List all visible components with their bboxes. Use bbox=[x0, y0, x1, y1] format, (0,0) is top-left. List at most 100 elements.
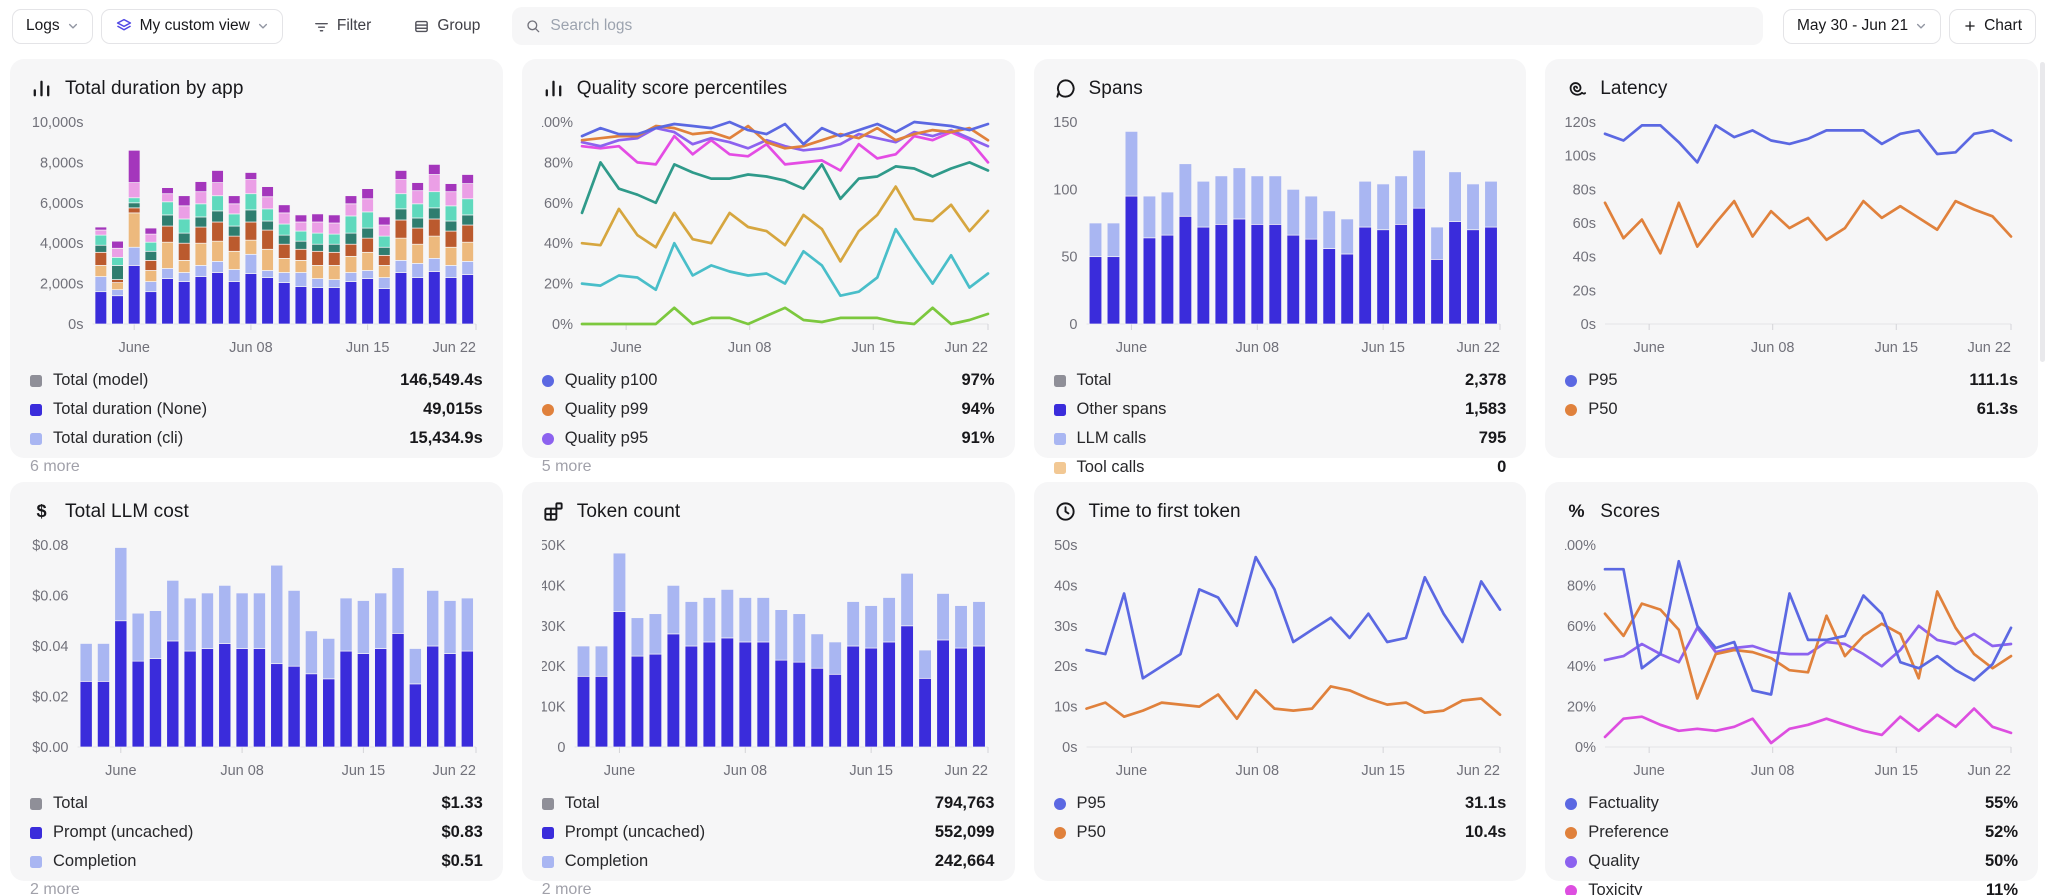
legend-more-link[interactable]: 2 more bbox=[541, 881, 592, 895]
chart-area: 0% 20% 40% 60% 80% 100% June Jun 08 Jun 15 Jun 22 bbox=[1565, 529, 2018, 783]
legend-row[interactable]: Toxicity 11% bbox=[1565, 876, 2018, 895]
chart-canvas[interactable]: $0.00 $0.02 $0.04 $0.06 $0.08 June Jun 08 Jun 1… bbox=[30, 529, 482, 783]
chart-area: 0s 10s 20s 30s 40s 50s June Jun 08 Jun 15 Jun 22 bbox=[1054, 529, 1507, 783]
chart-canvas[interactable]: 0 50 100 150 June Jun 08 Jun 15 Jun 22 bbox=[1054, 106, 1506, 360]
legend-row[interactable]: LLM calls 795 bbox=[1053, 424, 1506, 453]
card-header: Quality score percentiles bbox=[542, 77, 995, 100]
svg-text:40%: 40% bbox=[1567, 659, 1596, 675]
legend-label: Quality p99 bbox=[564, 400, 649, 418]
legend-row[interactable]: Preference 52% bbox=[1565, 818, 2018, 847]
legend-row[interactable]: Completion $0.51 bbox=[30, 847, 483, 876]
legend-row[interactable]: Other spans 1,583 bbox=[1053, 395, 1507, 424]
group-button[interactable]: Group bbox=[403, 9, 490, 44]
legend-label: Total (model) bbox=[53, 371, 149, 389]
clock-icon bbox=[1054, 500, 1077, 523]
chart-area: 0% 20% 40% 60% 80% 100% June Jun 08 Jun 15 Jun 22 bbox=[542, 106, 995, 360]
svg-text:$: $ bbox=[36, 501, 46, 521]
legend-value: 1,583 bbox=[1464, 400, 1507, 418]
svg-text:0s: 0s bbox=[68, 317, 83, 333]
svg-text:June: June bbox=[603, 763, 634, 779]
svg-text:June: June bbox=[1115, 763, 1146, 779]
legend-value: 242,664 bbox=[934, 852, 995, 870]
svg-text:Jun 22: Jun 22 bbox=[432, 340, 476, 356]
view-selector-button[interactable]: My custom view bbox=[100, 8, 283, 44]
svg-text:June: June bbox=[610, 340, 641, 356]
legend-value: 146,549.4s bbox=[400, 371, 483, 389]
chart-canvas[interactable]: 0s 20s 40s 60s 80s 100s 120s June Jun 08 Jun 15 Ju… bbox=[1565, 106, 2017, 360]
legend-value: 91% bbox=[961, 429, 995, 447]
legend-row[interactable]: P50 10.4s bbox=[1053, 818, 1507, 847]
legend-square-marker bbox=[30, 374, 42, 387]
legend-row[interactable]: Tool calls 0 bbox=[1053, 453, 1507, 482]
svg-text:%: % bbox=[1569, 501, 1585, 521]
chart-canvas[interactable]: 0 10K 20K 30K 40K 50K June Jun 08 Jun 15 Jun 22 bbox=[542, 529, 994, 783]
legend-row[interactable]: Completion 242,664 bbox=[541, 847, 995, 876]
chart-legend: P95 31.1s P50 10.4s bbox=[1053, 789, 1507, 847]
chart-title: Time to first token bbox=[1088, 500, 1241, 522]
svg-text:20s: 20s bbox=[1054, 659, 1077, 675]
search-input[interactable] bbox=[550, 17, 1750, 35]
bar-chart-icon bbox=[542, 77, 565, 100]
svg-text:Jun 15: Jun 15 bbox=[1875, 763, 1919, 779]
legend-value: 94% bbox=[961, 400, 995, 418]
chart-legend: Factuality 55% Preference 52% Quality 50% Toxi… bbox=[1565, 789, 2018, 895]
legend-label: Toxicity bbox=[1588, 881, 1643, 895]
svg-text:Jun 15: Jun 15 bbox=[1361, 763, 1405, 779]
add-chart-button[interactable]: Chart bbox=[1949, 8, 2036, 44]
legend-square-marker bbox=[30, 403, 42, 416]
legend-value: 0 bbox=[1497, 458, 1507, 476]
legend-square-marker bbox=[1053, 374, 1066, 387]
filter-button[interactable]: Filter bbox=[303, 9, 381, 44]
legend-value: $0.83 bbox=[441, 823, 483, 841]
date-range-button[interactable]: May 30 - Jun 21 bbox=[1782, 8, 1942, 44]
legend-row[interactable]: Total (model) 146,549.4s bbox=[30, 366, 483, 395]
legend-row[interactable]: Total 2,378 bbox=[1053, 366, 1506, 395]
legend-row[interactable]: P95 111.1s bbox=[1565, 366, 2018, 395]
legend-label: Preference bbox=[1588, 823, 1669, 841]
legend-row[interactable]: Quality p99 94% bbox=[541, 395, 995, 424]
legend-square-marker bbox=[1053, 432, 1066, 445]
card-header: Time to first token bbox=[1054, 500, 1507, 523]
svg-text:Jun 08: Jun 08 bbox=[723, 763, 767, 779]
legend-row[interactable]: P95 31.1s bbox=[1053, 789, 1506, 818]
svg-text:20%: 20% bbox=[544, 277, 573, 293]
legend-row[interactable]: Prompt (uncached) 552,099 bbox=[541, 818, 995, 847]
legend-square-marker bbox=[30, 432, 42, 445]
legend-label: Other spans bbox=[1076, 400, 1167, 418]
svg-text:Jun 22: Jun 22 bbox=[1968, 340, 2012, 356]
legend-value: $1.33 bbox=[441, 794, 483, 812]
legend-row[interactable]: Prompt (uncached) $0.83 bbox=[30, 818, 483, 847]
logs-button[interactable]: Logs bbox=[12, 8, 93, 44]
legend-row[interactable]: Total duration (cli) 15,434.9s bbox=[30, 424, 483, 453]
chart-title: Total LLM cost bbox=[65, 500, 189, 522]
chart-legend: Quality p100 97% Quality p99 94% Quality p95… bbox=[541, 366, 995, 453]
legend-row[interactable]: Quality 50% bbox=[1565, 847, 2018, 876]
legend-row[interactable]: Total 794,763 bbox=[541, 789, 995, 818]
legend-more-link[interactable]: 6 more bbox=[30, 458, 80, 475]
search-box bbox=[512, 7, 1763, 45]
scrollbar-thumb[interactable] bbox=[2040, 62, 2045, 362]
chart-canvas[interactable]: 0s 10s 20s 30s 40s 50s June Jun 08 Jun 15 Jun 22 bbox=[1054, 529, 1506, 783]
legend-value: 10.4s bbox=[1464, 823, 1507, 841]
svg-text:$0.00: $0.00 bbox=[32, 740, 68, 756]
legend-more-link[interactable]: 2 more bbox=[30, 881, 80, 895]
chart-title: Quality score percentiles bbox=[576, 77, 788, 99]
chart-canvas[interactable]: 0% 20% 40% 60% 80% 100% June Jun 08 Jun 15 Jun 22 bbox=[542, 106, 994, 360]
legend-row[interactable]: Quality p95 91% bbox=[541, 424, 995, 453]
svg-text:Jun 08: Jun 08 bbox=[1751, 340, 1795, 356]
chart-title: Token count bbox=[576, 500, 681, 522]
legend-row[interactable]: Total $1.33 bbox=[30, 789, 483, 818]
svg-text:Jun 08: Jun 08 bbox=[728, 340, 772, 356]
svg-text:60%: 60% bbox=[1567, 619, 1596, 635]
svg-text:Jun 08: Jun 08 bbox=[229, 340, 273, 356]
chart-title: Scores bbox=[1600, 500, 1660, 522]
chart-canvas[interactable]: 0% 20% 40% 60% 80% 100% June Jun 08 Jun 15 Jun 22 bbox=[1565, 529, 2017, 783]
legend-row[interactable]: Quality p100 97% bbox=[541, 366, 995, 395]
legend-row[interactable]: Total duration (None) 49,015s bbox=[30, 395, 483, 424]
legend-row[interactable]: P50 61.3s bbox=[1565, 395, 2018, 424]
legend-row[interactable]: Factuality 55% bbox=[1565, 789, 2018, 818]
legend-label: P95 bbox=[1076, 794, 1106, 812]
legend-more-link[interactable]: 5 more bbox=[541, 458, 592, 475]
svg-text:100%: 100% bbox=[542, 115, 573, 131]
chart-canvas[interactable]: 0s 2,000s 4,000s 6,000s 8,000s 10,000s June Jun… bbox=[30, 106, 482, 360]
